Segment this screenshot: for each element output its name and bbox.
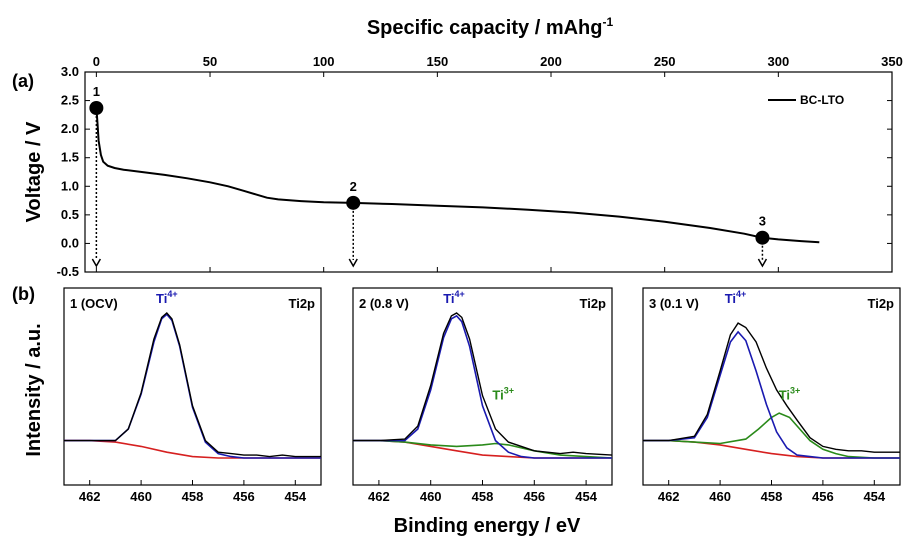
x-tick-label: 50	[203, 54, 217, 69]
legend-label: BC-LTO	[800, 93, 844, 107]
ti4-peak-label: Ti4+	[725, 289, 747, 306]
x-tick-label: 300	[767, 54, 789, 69]
x-tick-label: 460	[130, 489, 152, 504]
panel-a-label: (a)	[12, 71, 34, 91]
top-axis-title: Specific capacity / mAhg-1	[367, 15, 614, 39]
arrow-head	[757, 258, 768, 268]
series-background	[643, 439, 900, 459]
x-tick-label: 200	[540, 54, 562, 69]
series-line-bc-lto	[95, 107, 820, 244]
voltage-axis-title: Voltage / V	[23, 121, 45, 222]
ti2p-label: Ti2p	[289, 296, 316, 311]
arrow-head	[91, 258, 102, 268]
ti4-peak-label: Ti4+	[156, 289, 178, 306]
xps-plot-ocv: 462 460 458 456 454 1 (OCV) Ti2p Ti4+	[63, 287, 322, 504]
y-tick-label: 1.0	[61, 178, 79, 193]
y-tick-label: 0.0	[61, 235, 79, 250]
series-ti3-fit	[643, 412, 900, 459]
peak-label-sup: 4+	[455, 289, 465, 299]
binding-energy-axis-title: Binding energy / eV	[394, 515, 581, 537]
ti3-peak-label: Ti3+	[779, 386, 801, 403]
peak-label-sup: 3+	[504, 386, 514, 396]
y-tick-label: 2.0	[61, 121, 79, 136]
series-measured	[64, 312, 321, 458]
x-tick-label: 250	[654, 54, 676, 69]
ti3-peak-label: Ti3+	[492, 386, 514, 403]
x-tick-label: 456	[233, 489, 255, 504]
x-tick-label: 100	[313, 54, 335, 69]
series-measured	[643, 322, 900, 453]
plot-frame	[84, 71, 893, 273]
data-point-marker	[89, 101, 104, 115]
panel-title: 3 (0.1 V)	[649, 296, 699, 311]
x-tick-label: 460	[420, 489, 442, 504]
marker-label: 3	[759, 214, 766, 229]
ti2p-label: Ti2p	[868, 296, 895, 311]
x-tick-label: 456	[812, 489, 834, 504]
voltage-profile-plot: 0 50 100 150 200 250 300 350 -0.5 0.0 0.5 1.0 1.5 2.0…	[57, 54, 903, 279]
panel-title: 1 (OCV)	[70, 296, 118, 311]
x-tick-label: 460	[709, 489, 731, 504]
y-tick-label: 3.0	[61, 64, 79, 79]
x-tick-label: 458	[182, 489, 204, 504]
x-tick-label: 462	[658, 489, 680, 504]
y-tick-label: 2.5	[61, 93, 79, 108]
x-tick-label: 454	[284, 489, 306, 504]
series-ti3-fit	[353, 439, 613, 459]
y-tick-label: 0.5	[61, 207, 79, 222]
plot-frame	[642, 287, 901, 486]
series-ti4-fit	[353, 314, 612, 459]
peak-label-text: Ti	[725, 291, 736, 306]
x-tick-label: 350	[881, 54, 903, 69]
data-point-marker	[755, 230, 770, 245]
peak-label-sup: 4+	[167, 289, 177, 299]
x-tick-label: 462	[79, 489, 101, 504]
y-tick-label: -0.5	[57, 264, 79, 279]
series-measured	[353, 312, 613, 456]
x-tick-label: 458	[761, 489, 783, 504]
marker-label: 1	[93, 84, 100, 99]
series-ti4-fit	[643, 330, 900, 459]
peak-label-sup: 4+	[736, 289, 746, 299]
peak-label-sup: 3+	[790, 386, 800, 396]
data-point-marker	[346, 195, 361, 210]
panel-title: 2 (0.8 V)	[359, 296, 409, 311]
x-tick-label: 150	[427, 54, 449, 69]
arrow-head	[348, 258, 358, 268]
peak-label-text: Ti	[443, 291, 454, 306]
x-tick-label: 458	[472, 489, 494, 504]
x-tick-label: 454	[575, 489, 597, 504]
x-tick-label: 462	[368, 489, 390, 504]
y-tick-label: 1.5	[61, 150, 79, 165]
ti4-peak-label: Ti4+	[443, 289, 465, 306]
x-tick-label: 456	[523, 489, 545, 504]
intensity-axis-title: Intensity / a.u.	[23, 323, 45, 456]
marker-label: 2	[350, 179, 357, 194]
peak-label-text: Ti	[492, 388, 503, 403]
panel-b-label: (b)	[12, 284, 35, 304]
peak-label-text: Ti	[779, 388, 790, 403]
peak-label-text: Ti	[156, 291, 167, 306]
x-tick-label: 454	[863, 489, 885, 504]
series-ti4-fit	[64, 313, 321, 459]
ti2p-label: Ti2p	[580, 296, 607, 311]
x-tick-label: 0	[93, 54, 100, 69]
